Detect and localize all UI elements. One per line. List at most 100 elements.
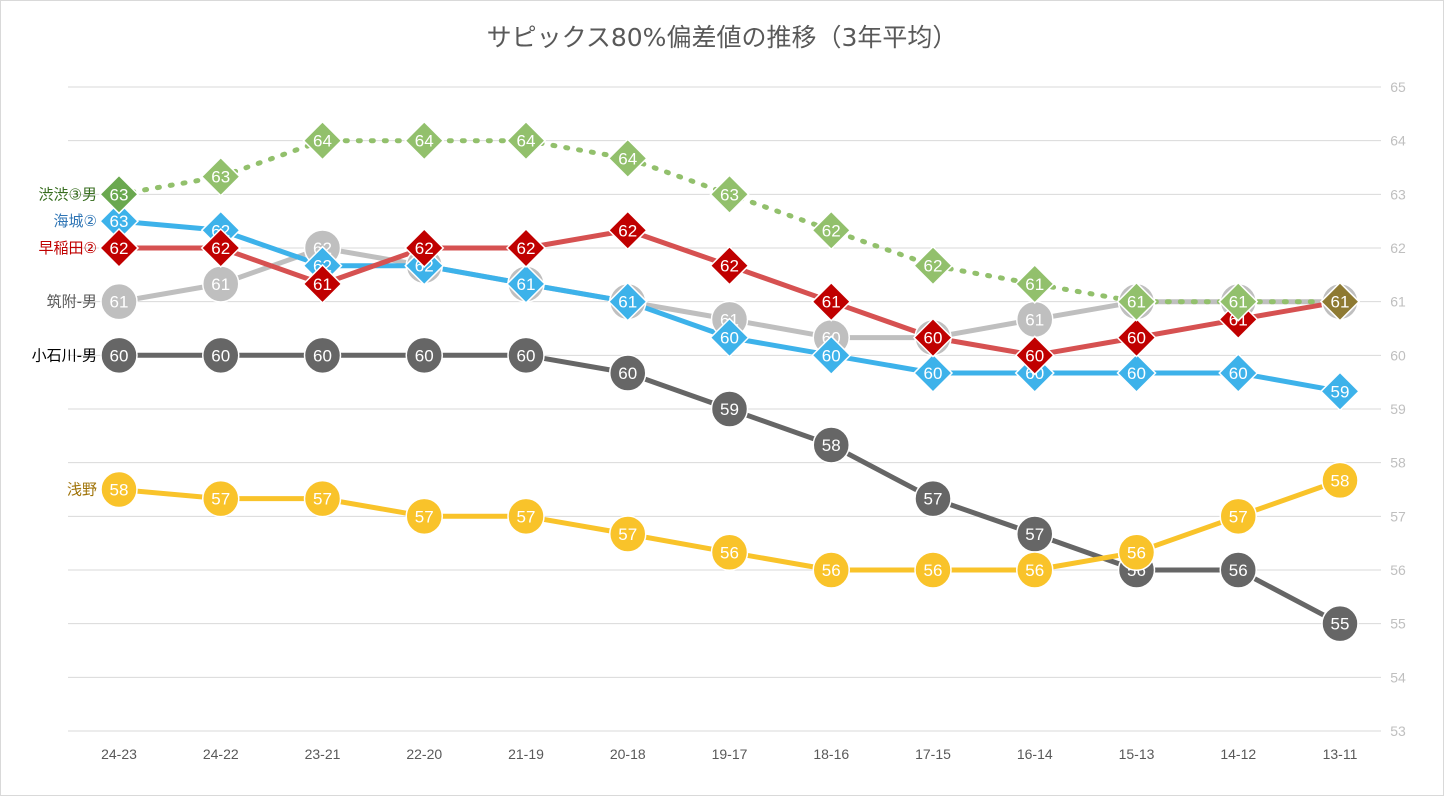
data-point (1116, 317, 1157, 358)
series-name-label: 浅野 (67, 481, 97, 499)
data-label: 61 (1127, 293, 1146, 312)
data-point (1117, 533, 1156, 572)
data-label: 63 (720, 185, 739, 204)
x-tick-label: 14-12 (1220, 746, 1256, 762)
y-tick-label: 54 (1390, 669, 1406, 685)
data-label: 56 (720, 543, 739, 562)
data-label: 62 (415, 239, 434, 258)
data-label: 60 (924, 329, 943, 348)
data-label: 57 (211, 490, 230, 509)
data-label: 60 (1229, 364, 1248, 383)
data-label: 61 (517, 275, 536, 294)
data-point (709, 174, 750, 215)
y-tick-label: 60 (1390, 347, 1406, 363)
data-point (1014, 263, 1055, 305)
data-label: 61 (1025, 275, 1044, 294)
data-label: 60 (822, 346, 841, 365)
data-point (507, 336, 545, 375)
data-point (1319, 371, 1361, 412)
data-label: 60 (720, 329, 739, 348)
data-label: 58 (1331, 471, 1350, 490)
data-point (100, 336, 138, 375)
data-label: 57 (415, 507, 434, 526)
data-point (1219, 551, 1257, 589)
y-tick-label: 57 (1390, 508, 1406, 524)
y-tick-label: 56 (1390, 562, 1406, 578)
x-tick-label: 23-21 (305, 746, 341, 762)
x-tick-label: 18-16 (813, 746, 849, 762)
data-point (1218, 352, 1259, 394)
data-label: 60 (211, 346, 230, 365)
data-point (1321, 604, 1359, 643)
data-label: 61 (1331, 293, 1350, 312)
data-point (303, 336, 342, 375)
y-tick-label: 53 (1390, 723, 1406, 739)
data-point (405, 336, 443, 375)
series-name-labels: 小石川-男浅野 筑附-男 海城② 早稲田② 渋渋③男 (32, 185, 97, 498)
data-point (404, 227, 445, 269)
data-point (202, 479, 240, 518)
data-label: 57 (1025, 525, 1044, 544)
x-tick-label: 24-23 (101, 746, 137, 762)
data-label: 56 (1229, 561, 1248, 580)
data-label: 60 (517, 346, 536, 365)
data-point (1116, 352, 1157, 394)
data-label: 61 (618, 293, 637, 312)
data-point (302, 263, 343, 305)
data-point (812, 426, 850, 464)
y-tick-label: 58 (1390, 455, 1406, 471)
data-point (607, 138, 648, 179)
data-label: 55 (1331, 615, 1350, 634)
data-label: 63 (110, 212, 129, 231)
data-label: 61 (1025, 310, 1044, 329)
data-label: 64 (415, 132, 434, 151)
data-point (912, 245, 954, 286)
data-label: 60 (313, 346, 332, 365)
data-label: 60 (618, 364, 637, 383)
data-label: 60 (415, 346, 434, 365)
data-label: 62 (822, 221, 841, 240)
data-point (912, 352, 954, 394)
x-tick-label: 15-13 (1119, 746, 1155, 762)
data-point (303, 479, 342, 518)
data-point (98, 174, 140, 215)
data-label: 58 (110, 481, 129, 500)
series-name-label: 早稲田② (39, 239, 97, 257)
data-label: 56 (1127, 543, 1146, 562)
series-name-label: 筑附-男 (47, 293, 97, 311)
series-markers: 60 60 60 60 60 60 59 58 57 57 56 56 55 58 57 57 57 57 57 56… (98, 120, 1361, 643)
x-tick-label: 20-18 (610, 746, 646, 762)
data-point (710, 533, 749, 572)
data-point (98, 227, 140, 269)
data-label: 62 (517, 239, 536, 258)
data-point (710, 390, 749, 428)
data-point (200, 156, 241, 197)
data-label: 60 (110, 346, 129, 365)
data-point (1321, 461, 1359, 500)
data-point (811, 281, 852, 322)
data-point (709, 317, 750, 358)
data-point (505, 227, 547, 269)
data-label: 61 (822, 293, 841, 312)
data-label: 57 (618, 525, 637, 544)
data-label: 62 (110, 239, 129, 258)
data-point (914, 479, 952, 518)
x-axis-ticks: 24-23 24-22 23-21 22-20 21-19 20-18 19-17 18-16… (101, 746, 1357, 762)
data-label: 64 (517, 132, 536, 151)
data-label: 63 (110, 185, 129, 204)
data-label: 62 (924, 257, 943, 276)
data-label: 57 (924, 490, 943, 509)
y-tick-label: 61 (1390, 294, 1406, 310)
data-point (812, 551, 850, 589)
x-tick-label: 21-19 (508, 746, 544, 762)
data-point (811, 210, 852, 251)
data-label: 59 (720, 400, 739, 419)
y-axis-ticks: 53 54 55 56 57 58 59 60 61 62 63 64 65 (1390, 79, 1406, 739)
data-label: 61 (110, 293, 129, 312)
data-label: 60 (1127, 329, 1146, 348)
data-label: 62 (211, 239, 230, 258)
series-name-label: 小石川-男 (32, 346, 97, 364)
y-tick-label: 55 (1390, 616, 1406, 632)
data-point (1218, 281, 1259, 322)
